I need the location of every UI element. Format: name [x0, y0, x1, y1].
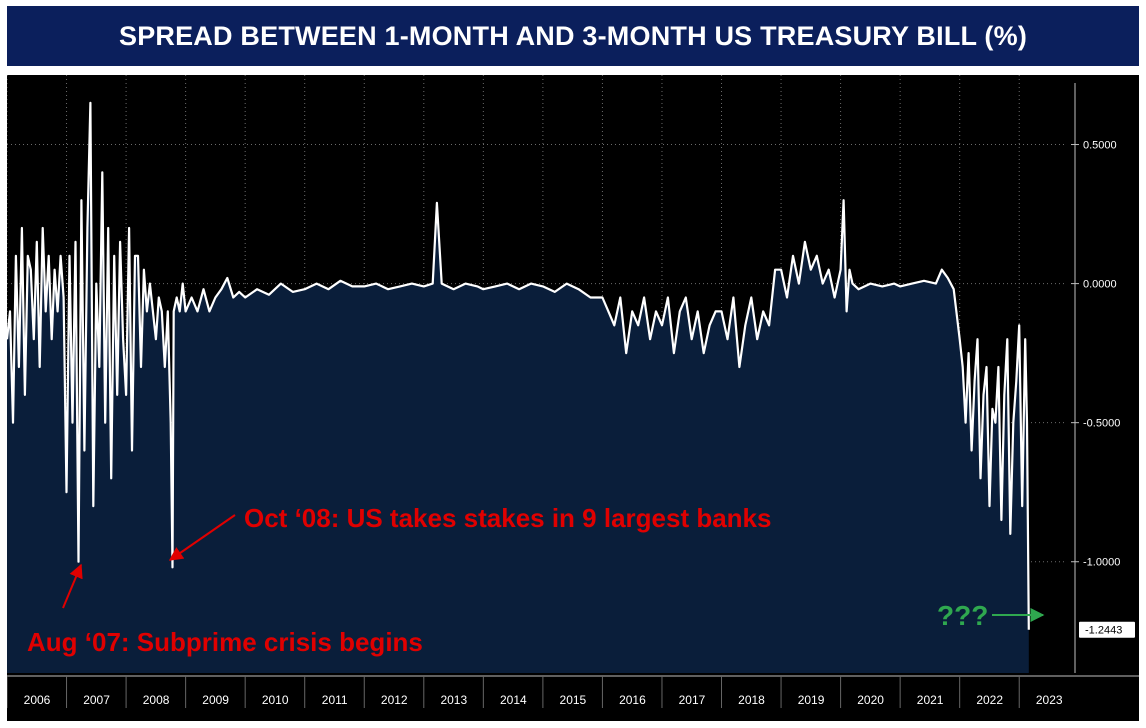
x-tick-label: 2012 [381, 693, 408, 707]
x-axis-band [7, 675, 1139, 721]
series-line [7, 101, 1030, 630]
last-value-box [1079, 621, 1135, 638]
x-tick-label: 2014 [500, 693, 527, 707]
x-tick-label: 2018 [738, 693, 765, 707]
axis-layer: 0.5000 0.0000 -0.5000 -1.0000 -1.2443 2006 200… [7, 83, 1139, 721]
x-tick-label: 2008 [143, 693, 170, 707]
arrow-oct-08 [168, 514, 236, 561]
x-tick-label: 2010 [262, 693, 289, 707]
chart-title: SPREAD BETWEEN 1-MONTH AND 3-MONTH US TR… [7, 6, 1139, 66]
series-area [7, 102, 1029, 674]
last-value-label: -1.2443 [1085, 625, 1122, 637]
x-tick-label: 2021 [917, 693, 944, 707]
x-tick-label: 2023 [1036, 693, 1063, 707]
x-tick-label: 2011 [322, 693, 348, 707]
y-tick-label: 0.0000 [1083, 279, 1117, 291]
x-tick-label: 2015 [560, 693, 587, 707]
arrow-aug-07 [62, 563, 83, 609]
x-tick-label: 2016 [619, 693, 646, 707]
x-tick-label: 2022 [976, 693, 1003, 707]
annotation-question: ??? [937, 600, 988, 631]
y-tick-label: -1.0000 [1083, 557, 1120, 569]
x-tick-label: 2006 [24, 693, 51, 707]
chart-svg: 0.5000 0.0000 -0.5000 -1.0000 -1.2443 2006 200… [7, 75, 1139, 721]
annotation-aug-07: Aug ‘07: Subprime crisis begins [27, 627, 423, 657]
annotation-oct-08: Oct ‘08: US takes stakes in 9 largest ba… [244, 503, 771, 533]
x-tick-label: 2017 [679, 693, 706, 707]
x-tick-label: 2009 [202, 693, 229, 707]
x-tick-label: 2013 [440, 693, 467, 707]
chart-frame: 0.5000 0.0000 -0.5000 -1.0000 -1.2443 2006 200… [7, 75, 1139, 721]
x-tick-label: 2007 [83, 693, 110, 707]
area-layer [7, 101, 1030, 674]
y-tick-label: -0.5000 [1083, 418, 1120, 430]
x-tick-label: 2019 [798, 693, 825, 707]
y-tick-label: 0.5000 [1083, 140, 1117, 152]
annotation-layer: Oct ‘08: US takes stakes in 9 largest ba… [27, 503, 1045, 657]
x-tick-label: 2020 [857, 693, 884, 707]
